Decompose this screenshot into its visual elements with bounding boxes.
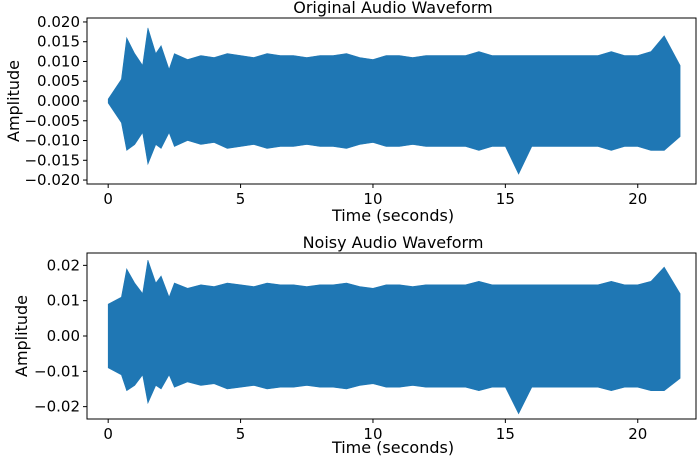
x-ticks-noisy: 0 5 10 15 20 — [103, 419, 647, 443]
x-tick-label: 20 — [628, 190, 647, 208]
x-ticks-original: 0 5 10 15 20 — [103, 184, 647, 208]
waveform-noisy-envelope — [107, 260, 681, 415]
y-tick-label: −0.010 — [24, 132, 80, 150]
waveform-original — [107, 27, 681, 175]
y-tick-label: 0.000 — [37, 92, 80, 110]
x-axis-label-noisy: Time (seconds) — [331, 438, 454, 457]
y-tick-label: 0.010 — [37, 52, 80, 70]
y-tick-label: −0.020 — [24, 171, 80, 189]
y-axis-label-original: Amplitude — [4, 60, 23, 142]
x-tick-label: 15 — [496, 425, 515, 443]
x-tick-label: 0 — [103, 425, 113, 443]
y-tick-label: 0.020 — [37, 13, 80, 31]
y-axis-label-noisy: Amplitude — [12, 295, 31, 377]
x-tick-label: 20 — [628, 425, 647, 443]
y-tick-label: 0.015 — [37, 33, 80, 51]
subplot-noisy: Noisy Audio Waveform 0.02 0.01 0.00 −0.01 −0… — [12, 233, 697, 457]
y-tick-label: 0.02 — [47, 256, 80, 274]
chart-title-original: Original Audio Waveform — [293, 0, 492, 17]
y-ticks-original: 0.0200.0150.0100.0050.000−0.005−0.010−0.… — [24, 13, 87, 189]
x-tick-label: 5 — [236, 425, 246, 443]
x-tick-label: 10 — [363, 190, 382, 208]
y-ticks-noisy: 0.02 0.01 0.00 −0.01 −0.02 — [34, 256, 87, 416]
y-tick-label: −0.02 — [34, 398, 80, 416]
chart-title-noisy: Noisy Audio Waveform — [303, 233, 484, 252]
x-axis-label-original: Time (seconds) — [331, 206, 454, 225]
waveform-original-envelope — [107, 27, 681, 175]
x-tick-label: 0 — [103, 190, 113, 208]
y-tick-label: 0.005 — [37, 72, 80, 90]
waveform-noisy — [107, 260, 681, 415]
y-tick-label: −0.005 — [24, 112, 80, 130]
y-tick-label: 0.00 — [47, 327, 80, 345]
x-tick-label: 5 — [236, 190, 246, 208]
y-tick-label: −0.01 — [34, 362, 80, 380]
y-tick-label: 0.01 — [47, 292, 80, 310]
x-tick-label: 15 — [496, 190, 515, 208]
y-tick-label: −0.015 — [24, 151, 80, 169]
x-tick-label: 10 — [363, 425, 382, 443]
